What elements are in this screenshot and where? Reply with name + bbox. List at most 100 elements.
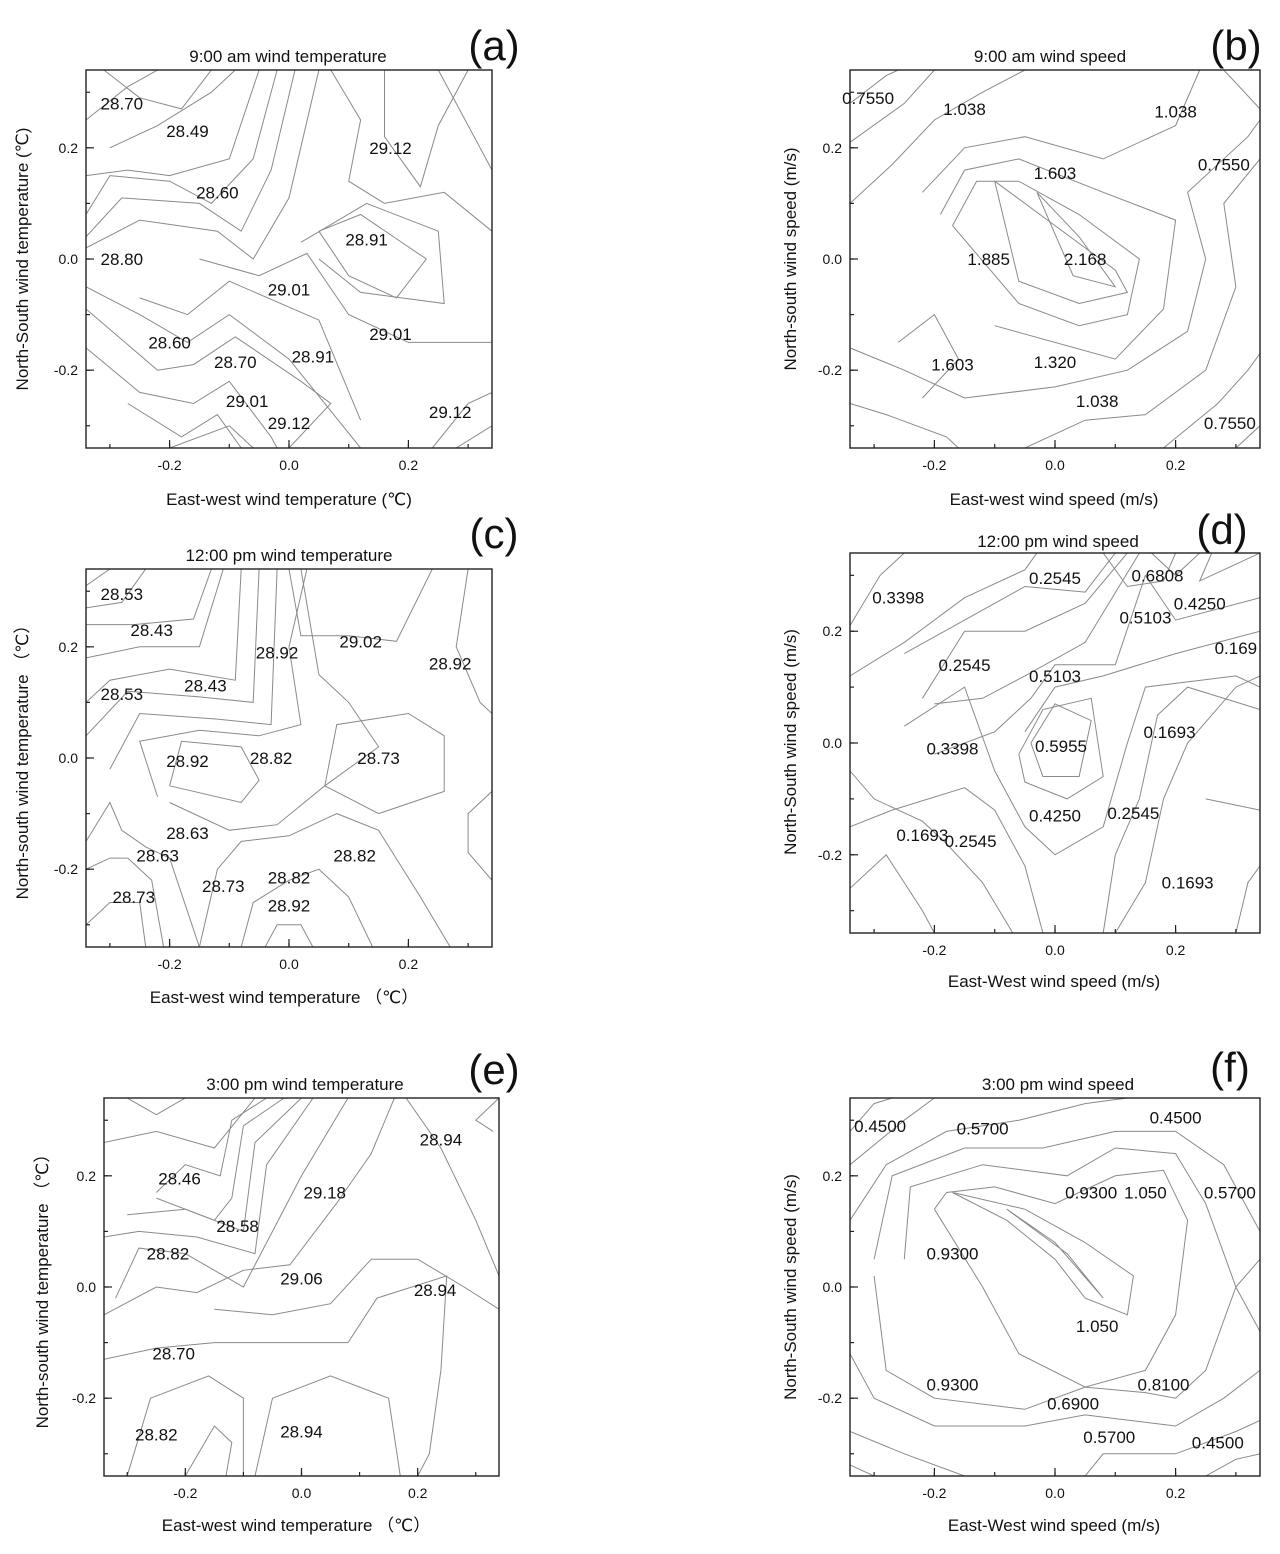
contour-label: 28.82 xyxy=(147,1245,190,1264)
contour-line xyxy=(934,574,1260,755)
panel-label-f: (f) xyxy=(1210,1044,1250,1091)
contour-line xyxy=(873,1258,1260,1410)
contour-line xyxy=(104,1275,448,1476)
x-tick-label: 0.2 xyxy=(1166,942,1186,958)
contour-line xyxy=(139,280,362,421)
contour-line xyxy=(1235,425,1260,448)
contour-line xyxy=(850,70,1026,204)
x-tick-label: 0.0 xyxy=(1045,942,1065,958)
contour-line xyxy=(467,791,492,881)
y-axis-title-d: North-South wind speed (m/s) xyxy=(781,629,800,855)
y-axis-title-b: North-south wind speed (m/s) xyxy=(781,148,800,371)
contour-label: 1.038 xyxy=(943,100,986,119)
x-tick-label: -0.2 xyxy=(173,1485,197,1501)
contour-label: 28.94 xyxy=(414,1281,457,1300)
contour-line xyxy=(1205,798,1260,811)
contour-label: 0.4500 xyxy=(854,1117,906,1136)
plot-title-e: 3:00 pm wind temperature xyxy=(206,1075,404,1094)
contour-label: 28.94 xyxy=(420,1131,463,1150)
contour-label: 1.603 xyxy=(1034,164,1077,183)
contour-line xyxy=(1102,686,1260,933)
contour-line xyxy=(1024,158,1260,448)
x-tick-label: -0.2 xyxy=(158,956,182,972)
contour-line xyxy=(1006,1208,1104,1299)
contour-label: 0.2545 xyxy=(945,832,997,851)
panel-b: (b) 9:00 am wind speed -0.2 0.0 0.2 -0.2 0.0… xyxy=(781,22,1262,509)
contour-label: 0.4250 xyxy=(1174,594,1226,613)
contour-line xyxy=(850,854,935,933)
contour-label: 1.050 xyxy=(1076,1317,1119,1336)
y-tick-label: -0.2 xyxy=(818,847,842,863)
contour-label: 0.7550 xyxy=(842,89,894,108)
contour-label: 0.8100 xyxy=(1138,1375,1190,1394)
contour-line xyxy=(86,569,147,609)
contour-label: 28.73 xyxy=(202,877,245,896)
plot-title-b: 9:00 am wind speed xyxy=(974,47,1126,66)
contour-line xyxy=(214,1258,499,1316)
contour-line xyxy=(156,1098,285,1221)
contour-label: 0.5103 xyxy=(1119,608,1171,627)
contour-line xyxy=(850,553,1038,677)
plot-area-f: -0.2 0.0 0.2 -0.2 0.0 0.2 0.4500 0.5700 0.4500 0.… xyxy=(818,1097,1261,1501)
contour-label: 29.01 xyxy=(226,392,269,411)
contour-line xyxy=(873,1130,1260,1260)
contour-label: 29.12 xyxy=(268,414,311,433)
contour-label: 29.06 xyxy=(280,1270,323,1289)
contour-label: 0.9300 xyxy=(927,1375,979,1394)
contour-line xyxy=(126,1098,186,1116)
contour-line xyxy=(86,70,320,260)
contour-line xyxy=(921,553,1128,699)
contour-line xyxy=(455,425,492,448)
contour-lines-b xyxy=(850,70,1260,448)
x-tick-label: 0.2 xyxy=(399,457,419,473)
contour-label: 29.01 xyxy=(369,325,412,344)
y-axis-title-e: North-south wind temperature （℃） xyxy=(33,1146,52,1429)
contour-line xyxy=(904,675,1260,856)
y-tick-label: 0.2 xyxy=(59,639,79,655)
plot-area-b: -0.2 0.0 0.2 -0.2 0.0 0.2 0.7550 1.038 1.038 0.75… xyxy=(818,69,1261,473)
contour-label: 0.7550 xyxy=(1204,414,1256,433)
y-tick-label: 0.2 xyxy=(77,1168,97,1184)
contour-line xyxy=(1018,697,1104,800)
contour-line xyxy=(126,1375,244,1476)
contour-line xyxy=(850,787,1044,933)
contour-line xyxy=(455,569,492,714)
contour-label: 28.91 xyxy=(292,347,335,366)
contour-line xyxy=(474,1098,499,1132)
contour-line xyxy=(1024,630,1260,733)
y-tick-label: 0.2 xyxy=(823,1168,843,1184)
y-tick-label: 0.0 xyxy=(823,251,843,267)
y-axis-title-c: North-south wind temperature （℃） xyxy=(13,617,32,900)
contour-line xyxy=(897,313,960,399)
contour-line xyxy=(109,70,236,149)
contour-line xyxy=(850,403,959,448)
contour-label: 28.82 xyxy=(333,846,376,865)
x-tick-label: 0.0 xyxy=(279,956,299,972)
contour-line xyxy=(184,1425,233,1476)
contour-line xyxy=(86,347,278,448)
contour-label: 28.94 xyxy=(280,1423,323,1442)
contour-line xyxy=(330,70,492,232)
contour-label: 1.038 xyxy=(1076,392,1119,411)
contour-line xyxy=(240,868,374,947)
contour-label: 28.58 xyxy=(216,1217,259,1236)
contour-label: 0.5955 xyxy=(1035,737,1087,756)
contour-label: 29.01 xyxy=(268,281,311,300)
contour-label: 0.5700 xyxy=(1083,1428,1135,1447)
contour-label: 28.82 xyxy=(135,1425,178,1444)
contour-line xyxy=(850,1098,935,1166)
contour-line xyxy=(1102,553,1177,588)
contour-label: 29.12 xyxy=(429,403,472,422)
panel-label-b: (b) xyxy=(1210,22,1261,69)
contour-line xyxy=(86,569,212,626)
plot-frame xyxy=(85,69,493,449)
x-axis-title-f: East-West wind speed (m/s) xyxy=(948,1516,1160,1535)
contour-line xyxy=(115,1098,349,1299)
contour-line xyxy=(288,569,433,642)
contour-label: 0.3398 xyxy=(872,589,924,608)
panel-label-c: (c) xyxy=(470,510,519,557)
contour-label: 0.9300 xyxy=(927,1245,979,1264)
contour-line xyxy=(850,770,1014,933)
contour-line xyxy=(264,924,314,947)
contour-label: 28.92 xyxy=(429,655,472,674)
